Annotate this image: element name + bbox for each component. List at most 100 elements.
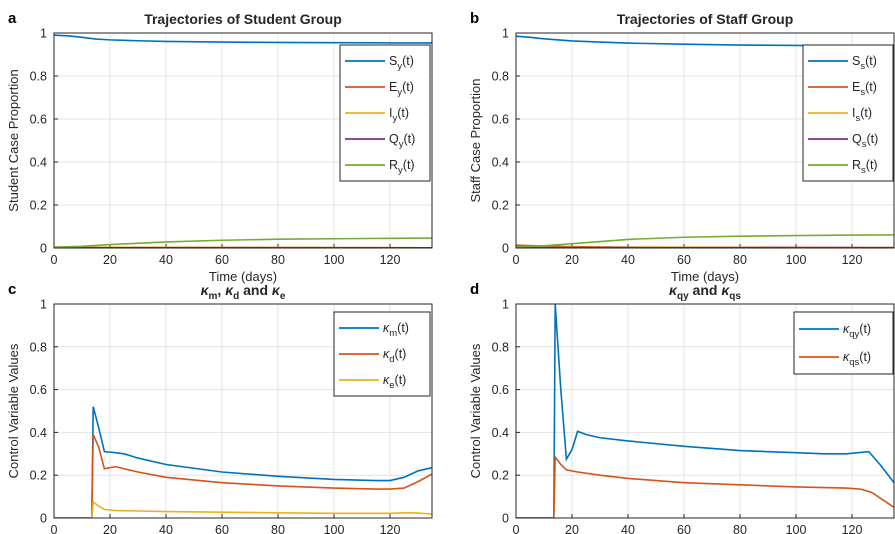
y-tick-label: 0	[40, 512, 47, 526]
chart-title-part: and	[239, 282, 272, 298]
series-line-R-y	[54, 237, 432, 248]
series-line-kappa-e	[54, 500, 432, 518]
chart-panel-b: 0 20 40 60 80 100 120 0 0.2 0.4 0.6 0.8 1 Trajectorie…	[468, 10, 895, 284]
series-line-kappa-d	[54, 434, 432, 518]
legend-entry-base: S	[852, 54, 860, 68]
legend-entry-sub: s	[862, 139, 867, 150]
chart-title-part: κ	[272, 282, 281, 298]
x-tick-label: 40	[159, 253, 173, 267]
series-line-R-s	[516, 234, 894, 248]
x-tick-label: 120	[380, 523, 401, 534]
x-tick-label: 20	[565, 253, 579, 267]
y-tick-label: 0.8	[30, 70, 47, 84]
chart-title-part: κ	[721, 282, 730, 298]
x-axis-label: Time (days)	[671, 269, 739, 284]
legend-entry-suffix: (t)	[859, 350, 871, 364]
x-axis-label: Time (days)	[209, 269, 277, 284]
chart-title-part: and	[689, 282, 722, 298]
series-line-kappa-qs	[516, 454, 894, 518]
y-axis-label: Control Variable Values	[468, 343, 483, 478]
legend-entry-base: Q	[389, 132, 399, 146]
x-tick-label: 100	[786, 253, 807, 267]
chart-title-part: d	[233, 291, 239, 302]
legend-entry-suffix: (t)	[403, 132, 415, 146]
x-tick-label: 20	[565, 523, 579, 534]
legend-entry: κe(t)	[383, 373, 406, 391]
x-tick-label: 20	[103, 523, 117, 534]
legend: κm(t)κd(t)κe(t)	[333, 311, 431, 397]
y-tick-label: 0.4	[492, 156, 509, 170]
legend-entry: Ey(t)	[389, 80, 414, 98]
legend-entry-sub: e	[389, 380, 394, 391]
y-tick-label: 0.4	[30, 156, 47, 170]
legend-entry-base: E	[389, 80, 397, 94]
legend-entry-sub: qy	[849, 329, 859, 340]
x-tick-label: 40	[159, 523, 173, 534]
legend-entry-base: Q	[852, 132, 862, 146]
y-axis-label: Control Variable Values	[6, 343, 21, 478]
panel-tag: c	[8, 281, 16, 298]
y-tick-label: 1	[502, 298, 509, 312]
series-line-kappa-m	[54, 406, 432, 518]
legend-entry-sub: y	[397, 61, 402, 72]
legend-entry-sub: s	[860, 61, 865, 72]
legend-entry-sub: s	[860, 87, 865, 98]
x-tick-label: 80	[271, 253, 285, 267]
axes-box	[515, 32, 895, 249]
legend-entry-sub: y	[399, 139, 404, 150]
legend-entry-base: κ	[383, 321, 390, 335]
y-tick-label: 0.4	[30, 426, 47, 440]
legend-entry-base: S	[389, 54, 397, 68]
chart-title: κm, κd and κe	[201, 282, 286, 302]
legend-entry: Qy(t)	[389, 132, 415, 150]
legend-entry-base: I	[389, 106, 392, 120]
legend-entry-base: κ	[843, 350, 850, 364]
legend-entry: Iy(t)	[389, 106, 409, 124]
chart-title-part: κ	[201, 282, 210, 298]
x-tick-label: 100	[324, 253, 345, 267]
legend-entry-suffix: (t)	[859, 322, 871, 336]
chart-title-part: ,	[217, 282, 225, 298]
legend-entry-sub: y	[397, 87, 402, 98]
legend-entry-sub: y	[398, 165, 403, 176]
axes-box	[53, 303, 433, 519]
legend-entry-sub: m	[389, 328, 397, 339]
legend-entry-suffix: (t)	[402, 54, 414, 68]
x-tick-label: 100	[786, 523, 807, 534]
legend-entry: Is(t)	[852, 106, 872, 124]
chart-title-part: m	[209, 291, 218, 302]
chart-title: Trajectories of Student Group	[144, 11, 342, 27]
legend-entry-base: R	[389, 158, 398, 172]
x-tick-label: 60	[677, 523, 691, 534]
x-tick-label: 0	[51, 523, 58, 534]
legend-entry-suffix: (t)	[865, 54, 877, 68]
legend-entry-suffix: (t)	[860, 106, 872, 120]
y-tick-label: 1	[40, 298, 47, 312]
chart-panel-c: 0 20 40 60 80 100 120 0 0.2 0.4 0.6 0.8 1 κm, κd and …	[6, 281, 433, 534]
legend-box	[793, 311, 894, 375]
y-tick-label: 0	[502, 512, 509, 526]
y-tick-label: 0.4	[492, 426, 509, 440]
legend-entry-suffix: (t)	[866, 132, 878, 146]
y-tick-label: 0.2	[492, 199, 509, 213]
y-tick-label: 0	[40, 242, 47, 256]
y-tick-label: 0.2	[30, 469, 47, 483]
x-tick-label: 40	[621, 253, 635, 267]
legend-entry: Ry(t)	[389, 158, 415, 176]
y-tick-label: 0.6	[492, 383, 509, 397]
legend-entry: Rs(t)	[852, 158, 878, 176]
x-tick-label: 0	[51, 253, 58, 267]
x-tick-label: 120	[842, 523, 863, 534]
legend: Ss(t)Es(t)Is(t)Qs(t)Rs(t)	[802, 44, 894, 182]
legend-entry-suffix: (t)	[395, 373, 407, 387]
y-axis-label: Staff Case Proportion	[468, 78, 483, 202]
panel-tag: b	[470, 10, 479, 27]
legend-entry-base: κ	[843, 322, 850, 336]
y-tick-label: 0.6	[30, 383, 47, 397]
x-tick-label: 120	[380, 253, 401, 267]
chart-title-part: κ	[669, 282, 678, 298]
legend-entry-sub: y	[392, 113, 397, 124]
legend: Sy(t)Ey(t)Iy(t)Qy(t)Ry(t)	[339, 44, 431, 182]
